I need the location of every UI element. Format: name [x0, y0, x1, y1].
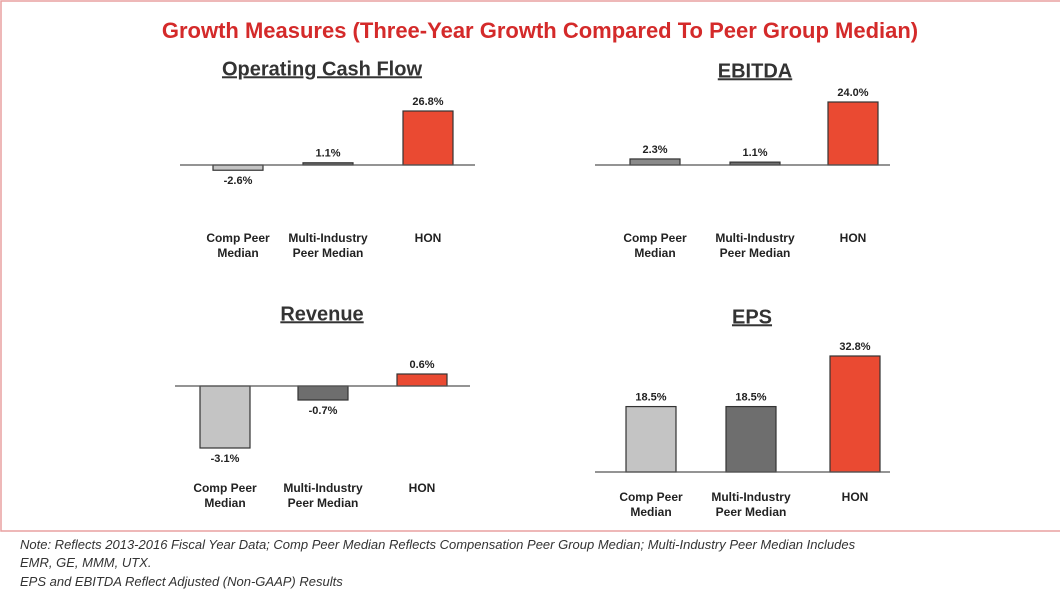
chart-title: Revenue — [280, 303, 363, 325]
page-title: Growth Measures (Three-Year Growth Compa… — [162, 18, 918, 43]
category-label: Multi-Industry Peer Median — [283, 481, 363, 510]
category-label: HON — [841, 490, 869, 504]
data-label: 26.8% — [412, 96, 443, 108]
data-label: 1.1% — [315, 148, 340, 160]
note: Note: Reflects 2013-2016 Fiscal Year Dat… — [20, 537, 856, 552]
data-label: -0.7% — [309, 405, 338, 417]
data-label: 18.5% — [635, 391, 666, 403]
data-label: -2.6% — [224, 175, 253, 187]
bar — [625, 405, 677, 473]
bar — [297, 385, 349, 401]
chart-title: EBITDA — [718, 60, 792, 82]
category-label: Comp Peer Median — [193, 481, 257, 510]
data-label: 0.6% — [409, 359, 434, 371]
data-label: 32.8% — [839, 341, 870, 353]
bar — [396, 373, 448, 387]
chart-title: Operating Cash Flow — [222, 58, 422, 80]
bar — [829, 355, 881, 473]
note: EPS and EBITDA Reflect Adjusted (Non-GAA… — [20, 574, 343, 589]
frame — [0, 0, 1060, 532]
category-label: Multi-Industry Peer Median — [288, 231, 368, 260]
note: EMR, GE, MMM, UTX. — [20, 555, 152, 570]
bar — [212, 164, 264, 171]
data-label: 18.5% — [735, 391, 766, 403]
data-label: 1.1% — [742, 147, 767, 159]
category-label: Comp Peer Median — [619, 490, 683, 519]
data-label: 2.3% — [642, 144, 667, 156]
category-label: Multi-Industry Peer Median — [715, 231, 795, 260]
category-label: HON — [839, 231, 867, 245]
bar — [725, 405, 777, 473]
category-label: Comp Peer Median — [206, 231, 270, 260]
category-label: HON — [414, 231, 442, 245]
bar — [402, 110, 454, 166]
bar — [199, 385, 251, 449]
category-label: HON — [408, 481, 436, 495]
bar — [827, 101, 879, 166]
data-label: -3.1% — [211, 453, 240, 465]
bar — [629, 158, 681, 166]
chart-title: EPS — [732, 306, 772, 328]
data-label: 24.0% — [837, 87, 868, 99]
category-label: Comp Peer Median — [623, 231, 687, 260]
category-label: Multi-Industry Peer Median — [711, 490, 791, 519]
